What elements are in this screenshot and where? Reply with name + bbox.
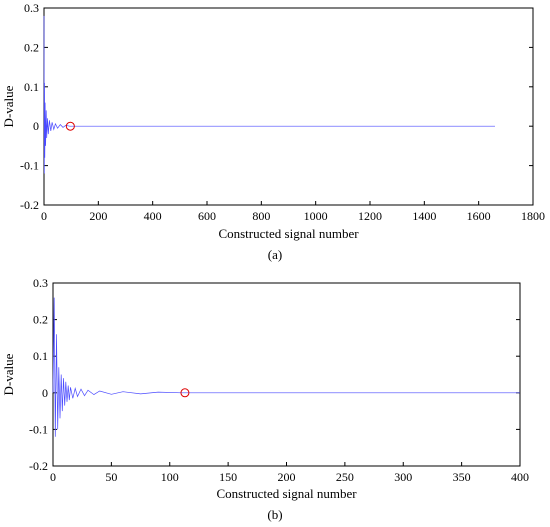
panel-label-a: (a) xyxy=(268,247,282,262)
series-line-b xyxy=(52,297,520,437)
y-tick-label: -0.2 xyxy=(20,198,39,212)
y-axis-label-b: D-value xyxy=(1,353,16,395)
x-tick-label: 0 xyxy=(50,470,56,484)
y-tick-label: 0.2 xyxy=(33,313,48,327)
x-tick-label: 200 xyxy=(89,209,107,223)
y-axis-label-a: D-value xyxy=(1,85,16,127)
x-tick-label: 400 xyxy=(144,209,162,223)
x-tick-label: 1000 xyxy=(304,209,328,223)
x-tick-label: 600 xyxy=(198,209,216,223)
selected-point-marker-b xyxy=(180,388,190,398)
y-tick-label: 0.1 xyxy=(33,349,48,363)
x-tick-label: 1800 xyxy=(521,209,545,223)
x-tick-label: 1200 xyxy=(358,209,382,223)
panel-label-b: (b) xyxy=(267,507,282,522)
y-tick-label: -0.1 xyxy=(20,159,39,173)
y-tick-label: 0.2 xyxy=(24,40,39,54)
x-tick-label: 350 xyxy=(453,470,471,484)
x-tick-label: 400 xyxy=(511,470,529,484)
x-ticks-a: 0 200 400 600 800 1000 1200 1400 1600 1800 xyxy=(41,201,545,223)
x-tick-label: 800 xyxy=(252,209,270,223)
x-tick-label: 0 xyxy=(41,209,47,223)
x-tick-label: 300 xyxy=(394,470,412,484)
y-ticks-b: -0.2 -0.1 0 0.1 0.2 0.3 xyxy=(29,276,520,473)
y-ticks-a: -0.2 -0.1 0 0.1 0.2 0.3 xyxy=(20,1,533,212)
y-tick-label: 0.3 xyxy=(24,1,39,15)
x-tick-label: 50 xyxy=(105,470,117,484)
y-tick-label: 0.3 xyxy=(33,276,48,290)
x-tick-label: 1600 xyxy=(467,209,491,223)
x-ticks-b: 0 50 100 150 200 250 300 350 400 xyxy=(50,462,529,484)
x-tick-label: 100 xyxy=(161,470,179,484)
x-tick-label: 250 xyxy=(336,470,354,484)
x-axis-label-b: Constructed signal number xyxy=(216,486,357,501)
y-tick-label: 0 xyxy=(42,386,48,400)
y-tick-label: -0.2 xyxy=(29,459,48,473)
y-tick-label: 0.1 xyxy=(24,80,39,94)
plot-area-a xyxy=(43,7,534,206)
x-tick-label: 150 xyxy=(219,470,237,484)
chart-panel-a: 0 200 400 600 800 1000 1200 1400 1600 1800 -0.2-0… xyxy=(1,1,545,262)
x-axis-label-a: Constructed signal number xyxy=(218,226,359,241)
y-tick-label: 0 xyxy=(33,119,39,133)
series-line-a xyxy=(43,15,495,174)
y-tick-label: -0.1 xyxy=(29,422,48,436)
plot-area-b xyxy=(52,282,521,467)
x-tick-label: 200 xyxy=(278,470,296,484)
chart-panel-b: 0 50 100 150 200 250 300 350 400 -0.2 -0.1 0 0.1 0.2… xyxy=(1,276,529,522)
selected-point-marker-a xyxy=(65,121,75,131)
x-tick-label: 1400 xyxy=(412,209,436,223)
